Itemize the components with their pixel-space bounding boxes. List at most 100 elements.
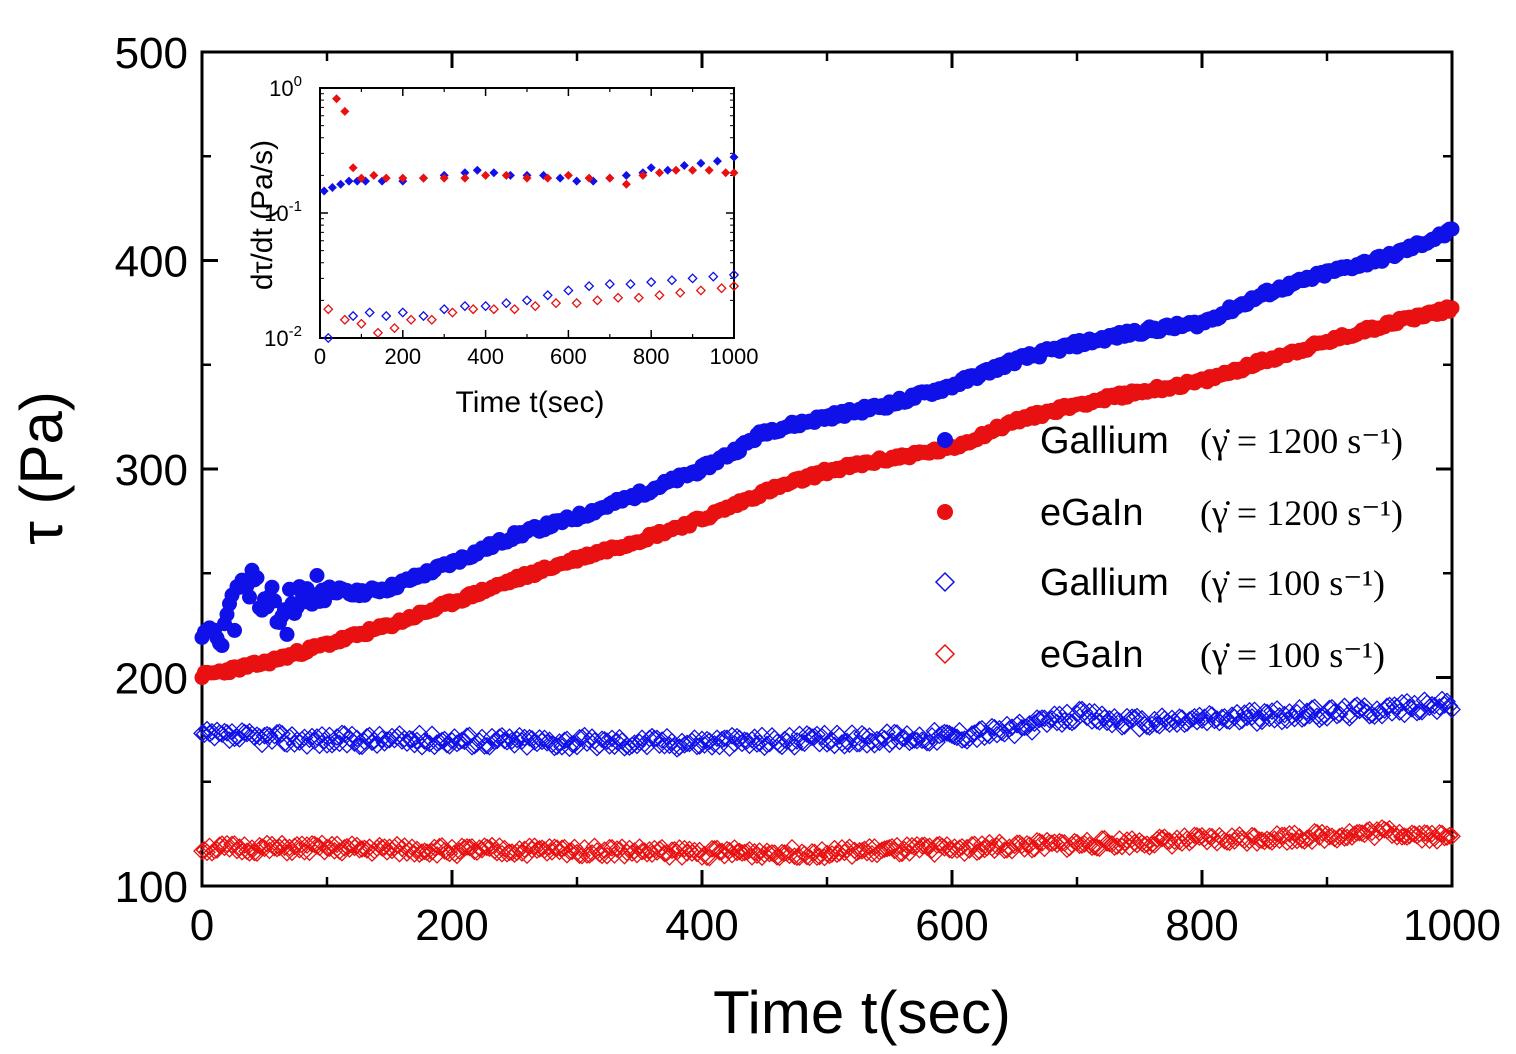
- main-series-2-point-498: [1438, 692, 1456, 711]
- main-y-tick-label: 400: [115, 238, 188, 287]
- main-series-2-point-234: [778, 732, 796, 751]
- inset-x-tick-label: 1000: [710, 344, 759, 369]
- main-series-0-point-22: [249, 570, 265, 586]
- inset-series-3-point-2: [356, 318, 367, 329]
- inset-series-0: [319, 152, 739, 196]
- main-series-3: [193, 819, 1461, 867]
- main-series-2-point-42: [298, 737, 316, 755]
- inset-series-0-point-22: [646, 163, 656, 173]
- main-series-2-point-383: [1150, 716, 1169, 735]
- main-series-3-point-27: [260, 841, 279, 860]
- main-series-3-point-491: [1420, 831, 1439, 850]
- inset-series-2-point-20: [728, 269, 740, 280]
- main-series-3-point-55: [330, 842, 349, 861]
- inset-series-1-point-11: [501, 170, 511, 180]
- inset-series-2: [323, 269, 740, 344]
- legend-marker: [934, 643, 956, 665]
- main-series-2-point-291: [920, 733, 939, 752]
- main-series-3-point-367: [1110, 830, 1129, 849]
- main-series-0-point-8: [214, 638, 230, 654]
- inset-series-2-point-5: [418, 310, 429, 322]
- main-series-2-point-30: [268, 723, 286, 742]
- main-series-2-point-360: [1093, 705, 1111, 724]
- main-series-2-point-129: [515, 728, 534, 747]
- inset-series-3-point-9: [488, 304, 499, 315]
- inset-series-2-point-13: [583, 281, 595, 292]
- main-series-3-point-116: [483, 836, 501, 855]
- inset-series-0-point-26: [712, 156, 722, 166]
- main-series-3-point-120: [493, 844, 511, 863]
- inset-series-0-point-27: [729, 152, 739, 162]
- main-series-3-point-123: [500, 843, 519, 862]
- inset-series-1-point-0: [332, 94, 342, 104]
- main-series-0-point-13: [227, 622, 242, 638]
- main-series-3-point-11: [220, 839, 239, 858]
- main-series-3-point-404: [1203, 827, 1221, 846]
- main-series-3-point-89: [415, 842, 434, 861]
- inset-x-axis-title: Time t(sec): [456, 386, 605, 419]
- main-series-3-point-412: [1223, 827, 1241, 846]
- main-series-2-point-440: [1293, 710, 1311, 728]
- main-series-3-point-287: [910, 840, 929, 859]
- main-series-3-point-263: [850, 841, 869, 860]
- main-series-2-point-147: [560, 739, 579, 758]
- inset-series-0-point-17: [572, 176, 582, 186]
- main-series-2-point-72: [373, 730, 391, 748]
- inset-series-2-point-2: [364, 307, 375, 318]
- main-series-2-point-17: [235, 723, 254, 742]
- main-series-2-point-410: [1218, 711, 1236, 730]
- main-series-3-point-88: [413, 843, 431, 862]
- inset-series-3-point-7: [447, 307, 458, 318]
- main-series-2-point-333: [1025, 714, 1044, 733]
- main-y-tick-label: 500: [115, 29, 188, 78]
- main-series-2-point-309: [965, 724, 984, 743]
- main-series-3-point-312: [973, 835, 991, 854]
- main-series-3-point-487: [1410, 824, 1429, 843]
- main-series-2-point-115: [480, 737, 499, 756]
- main-series-3-point-489: [1415, 824, 1434, 843]
- legend-entry-0: Gallium (γ̇ = 1200 s⁻¹): [937, 420, 1403, 462]
- main-series-3-point-65: [355, 839, 374, 858]
- main-series-3-point-339: [1040, 834, 1059, 852]
- main-y-tick-label: 100: [115, 863, 188, 912]
- main-series-2-point-340: [1043, 710, 1061, 728]
- main-series-2-point-431: [1270, 706, 1289, 725]
- main-series-2-point-295: [930, 726, 949, 745]
- legend-formula: (γ̇ = 1200 s⁻¹): [1200, 421, 1403, 461]
- main-series-3-point-243: [800, 848, 819, 867]
- main-series-2-point-137: [535, 729, 554, 748]
- inset-series-1-point-13: [543, 173, 553, 183]
- inset-series-1-point-15: [584, 173, 594, 183]
- main-series-2-point-176: [633, 729, 651, 748]
- main-series-2-point-210: [718, 729, 736, 748]
- main-series-3-point-10: [218, 834, 236, 853]
- main-series-2-point-166: [608, 732, 626, 751]
- main-series-3-point-233: [775, 844, 794, 862]
- legend-label: eGaIn: [1040, 634, 1144, 676]
- inset-series-3-point-12: [550, 298, 562, 309]
- main-series-2-point-331: [1020, 714, 1039, 733]
- inset-x-tick-label: 600: [550, 344, 587, 369]
- main-series-3-point-499: [1440, 826, 1459, 845]
- main-series-2-point-84: [403, 730, 421, 749]
- main-series-3-point-476: [1383, 826, 1401, 845]
- inset-series-3-point-21: [728, 281, 740, 292]
- main-series-2-point-69: [365, 731, 384, 750]
- main-series-2-point-201: [695, 736, 714, 754]
- inset-series-3-point-16: [633, 292, 644, 303]
- main-series-2-point-294: [928, 733, 946, 752]
- inset-series-3-point-17: [654, 290, 665, 301]
- main-series-2-point-200: [693, 730, 711, 749]
- main-series-2-point-100: [443, 731, 461, 750]
- inset-series-3-point-8: [468, 304, 479, 315]
- main-series-2-point-164: [603, 729, 621, 748]
- main-x-axis-title: Time t(sec): [713, 979, 1011, 1046]
- main-series-2-point-151: [570, 728, 589, 747]
- inset-series-3-point-3: [372, 327, 384, 338]
- main-series-2-point-47: [310, 736, 329, 755]
- main-series-2-point-139: [540, 731, 559, 750]
- main-series-2-point-455: [1330, 705, 1349, 723]
- main-series-3-point-463: [1350, 823, 1369, 842]
- main-series-3-point-435: [1280, 824, 1299, 843]
- main-series-2-point-442: [1298, 702, 1316, 721]
